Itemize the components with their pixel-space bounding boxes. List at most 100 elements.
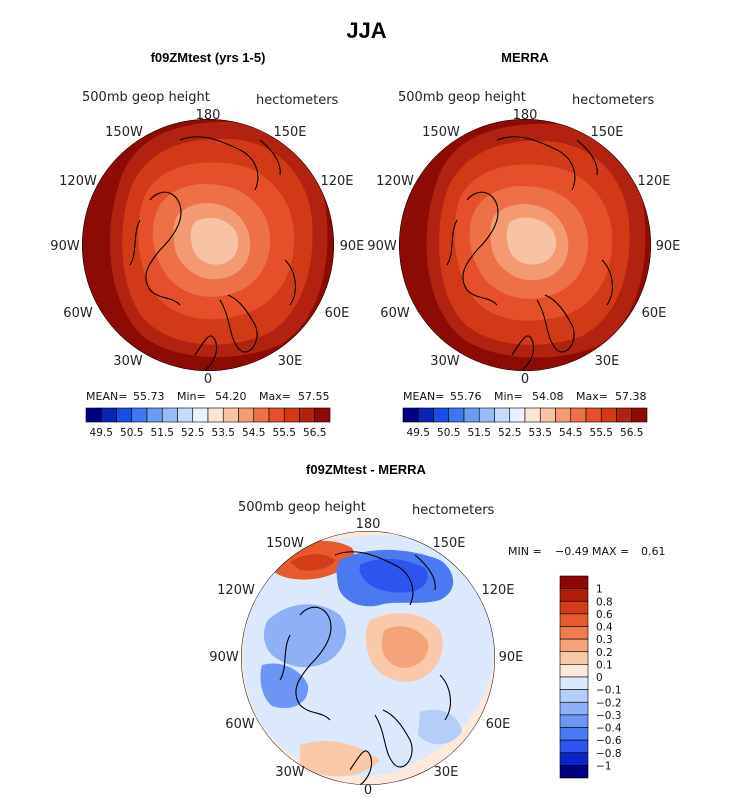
stat-min-label: Min= <box>494 390 523 403</box>
colorbar-swatch <box>559 626 589 640</box>
lon-label: 0 <box>364 783 372 798</box>
stat-mean-value: 55.73 <box>133 390 165 403</box>
lon-label: 150W <box>105 125 143 140</box>
colorbar-tick-label: 49.5 <box>407 427 430 439</box>
colorbar-swatch <box>559 676 589 690</box>
colorbar-merra: 49.5 50.5 51.5 52.5 53.5 54.5 55.5 56.5 <box>402 407 648 439</box>
colorbar-tick-label: 52.5 <box>498 427 521 439</box>
colorbar-swatch <box>283 407 300 423</box>
colorbar-tick-label: 50.5 <box>437 427 460 439</box>
colorbar-tick-label: 56.5 <box>620 427 643 439</box>
stat-mean-label: MEAN= <box>86 390 128 403</box>
lon-label: 30E <box>278 354 303 369</box>
lon-label: 120E <box>481 583 514 598</box>
panel-title-model: f09ZMtest (yrs 1-5) <box>150 50 266 65</box>
colorbar-swatch <box>559 701 589 716</box>
stat-max-label: Max= <box>576 390 608 403</box>
lon-label: 90W <box>209 650 239 665</box>
colorbar-tick-label: 50.5 <box>120 427 143 439</box>
lon-label: 0 <box>521 372 529 387</box>
colorbar-swatch <box>509 407 526 423</box>
colorbar-swatch <box>192 407 209 423</box>
colorbar-tick-label: 51.5 <box>468 427 491 439</box>
lon-label: 180 <box>196 108 221 123</box>
stat-max-value: 57.55 <box>298 390 330 403</box>
colorbar-swatch <box>238 407 255 423</box>
stat-min-value: 54.08 <box>532 390 564 403</box>
colorbar-swatch <box>559 575 589 589</box>
colorbar-swatch <box>559 752 589 766</box>
colorbar-swatch <box>207 407 224 423</box>
colorbar-swatch <box>539 407 556 423</box>
lon-label: 60W <box>225 717 255 732</box>
lon-label: 30W <box>275 765 305 780</box>
colorbar-swatch <box>417 407 434 423</box>
colorbar-swatch <box>600 407 617 423</box>
field-label-difference: 500mb geop height <box>238 500 366 515</box>
colorbar-tick-label: 51.5 <box>151 427 174 439</box>
units-label-merra: hectometers <box>572 93 655 108</box>
polar-map-merra <box>399 119 651 371</box>
colorbar-swatch <box>433 407 450 423</box>
colorbar-tick-label: 1 <box>596 584 603 596</box>
stat-min-value: 54.20 <box>215 390 247 403</box>
lon-label: 90E <box>499 650 524 665</box>
colorbar-swatch <box>463 407 480 423</box>
colorbar-tick-label: 53.5 <box>212 427 235 439</box>
units-label-model: hectometers <box>256 93 339 108</box>
panel-title-merra: MERRA <box>501 50 549 65</box>
lon-label: 150E <box>590 125 623 140</box>
colorbar-tick-label: 54.5 <box>242 427 265 439</box>
colorbar-tick-label: 55.5 <box>273 427 296 439</box>
colorbar-swatch <box>555 407 572 423</box>
diff-min-label: MIN = <box>508 545 542 558</box>
colorbar-swatch <box>585 407 602 423</box>
lon-label: 180 <box>513 108 538 123</box>
lon-label: 30E <box>595 354 620 369</box>
colorbar-tick-label: 53.5 <box>529 427 552 439</box>
diff-max-label: MAX = <box>592 545 630 558</box>
lon-label: 120E <box>637 174 670 189</box>
lon-label: 150W <box>422 125 460 140</box>
lon-label: 60W <box>380 306 410 321</box>
colorbar-tick-label: −0.4 <box>596 723 622 735</box>
lon-label: 150E <box>273 125 306 140</box>
colorbar-swatch <box>222 407 239 423</box>
colorbar-swatch <box>402 407 419 423</box>
lon-label: 120W <box>217 583 255 598</box>
colorbar-swatch <box>559 664 589 678</box>
colorbar-tick-label: −0.1 <box>596 685 622 697</box>
lon-label: 30E <box>434 765 459 780</box>
colorbar-tick-label: 49.5 <box>90 427 113 439</box>
colorbar-swatch <box>559 588 589 602</box>
colorbar-swatch <box>161 407 178 423</box>
lon-label: 120E <box>320 174 353 189</box>
lon-label: 150W <box>266 536 304 551</box>
lon-label: 60E <box>325 306 350 321</box>
lon-label: 90E <box>340 239 365 254</box>
colorbar-swatch <box>631 407 648 423</box>
colorbar-swatch <box>116 407 133 423</box>
colorbar-tick-label: 56.5 <box>303 427 326 439</box>
lon-label: 150E <box>432 536 465 551</box>
colorbar-swatch <box>559 727 589 741</box>
colorbar-swatch <box>570 407 587 423</box>
colorbar-tick-label: −0.2 <box>596 697 622 709</box>
colorbar-swatch <box>85 407 102 423</box>
colorbar-tick-label: 0 <box>596 672 603 684</box>
colorbar-swatch <box>559 613 589 627</box>
lon-label: 30W <box>113 354 143 369</box>
colorbar-tick-label: 0.4 <box>596 622 613 634</box>
colorbar-swatch <box>559 651 589 665</box>
panel-title-difference: f09ZMtest - MERRA <box>306 462 426 477</box>
diff-min-value: −0.49 <box>555 545 589 558</box>
lon-label: 60E <box>642 306 667 321</box>
lon-label: 120W <box>376 174 414 189</box>
colorbar-difference: 10.80.60.40.30.20.10−0.1−0.2−0.3−0.4−0.6… <box>559 575 622 779</box>
polar-map-model <box>82 119 334 371</box>
lon-label: 0 <box>204 372 212 387</box>
colorbar-swatch <box>559 689 589 703</box>
stat-mean-label: MEAN= <box>403 390 445 403</box>
lon-label: 120W <box>59 174 97 189</box>
